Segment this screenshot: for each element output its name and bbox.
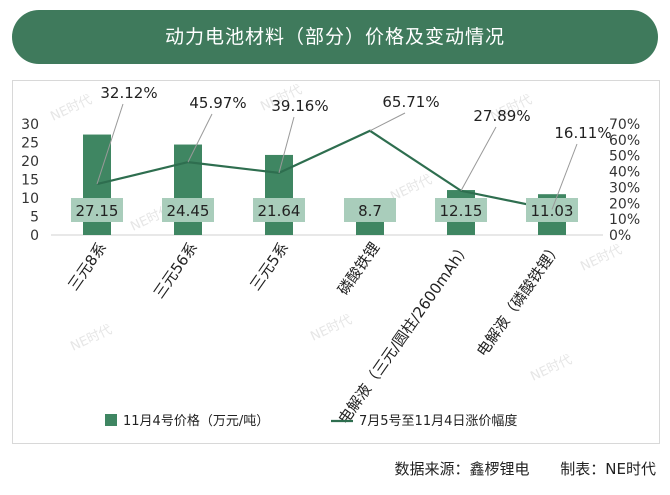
left-axis-tick-label: 30 [21, 117, 39, 133]
right-axis-tick-label: 0% [609, 228, 631, 244]
category-label: 三元8系 [64, 239, 110, 294]
line-series [96, 129, 553, 211]
legend-bar-swatch [105, 414, 117, 426]
watermark-text: NE时代 [578, 242, 624, 274]
right-axis-tick-label: 40% [609, 165, 640, 181]
watermark-text: NE时代 [48, 92, 94, 124]
right-axis-tick-label: 10% [609, 212, 640, 228]
left-axis-tick-label: 0 [30, 228, 39, 244]
bar-value-label: 24.45 [167, 202, 210, 220]
watermark-text: NE时代 [308, 312, 354, 344]
chart-title: 动力电池材料（部分）价格及变动情况 [164, 26, 505, 48]
leader-line [96, 103, 124, 185]
table-maker: 制表：NE时代 [560, 460, 656, 478]
bar-value-label-box [162, 198, 214, 222]
bar-value-label-box [253, 198, 305, 222]
line-value-label: 45.97% [189, 94, 246, 112]
left-axis-tick-label: 25 [21, 136, 39, 152]
left-axis-tick-label: 20 [21, 154, 39, 170]
right-axis-tick-label: 30% [609, 180, 640, 196]
watermark-text: NE时代 [528, 352, 574, 384]
right-axis-tick-label: 50% [609, 149, 640, 165]
bar-value-label: 8.7 [358, 202, 382, 220]
footer: 数据来源：鑫椤锂电 制表：NE时代 [0, 458, 657, 479]
watermark-text: NE时代 [68, 322, 114, 354]
bar-value-label-box [435, 198, 487, 222]
data-source: 数据来源：鑫椤锂电 [394, 460, 530, 478]
leader-line [551, 143, 578, 210]
right-axis-tick-label: 20% [609, 196, 640, 212]
bar-value-label: 27.15 [76, 202, 119, 220]
line-value-label: 65.71% [382, 93, 439, 111]
leader-line [369, 112, 406, 132]
legend-bar-label: 11月4号价格（万元/吨） [123, 413, 269, 429]
line-value-label: 39.16% [271, 97, 328, 115]
bar-value-label: 12.15 [440, 202, 483, 220]
line-value-label: 27.89% [473, 107, 530, 125]
category-label: 磷酸铁锂 [334, 239, 383, 298]
category-label: 三元56系 [150, 239, 202, 302]
right-axis-tick-label: 70% [609, 117, 640, 133]
title-banner: 动力电池材料（部分）价格及变动情况 [12, 10, 658, 64]
category-label: 电解液（磷酸铁锂） [473, 239, 565, 360]
left-axis-tick-label: 10 [21, 191, 39, 207]
bar-value-label-box [526, 198, 578, 222]
line-value-label: 16.11% [554, 124, 611, 142]
bar-value-label: 11.03 [531, 202, 574, 220]
right-axis-tick-label: 60% [609, 133, 640, 149]
chart-panel: NE时代 NE时代 NE时代 NE时代 NE时代 NE时代 NE时代 NE时代 NE时代 0 5 10… [12, 80, 660, 444]
left-axis-tick-label: 5 [30, 210, 39, 226]
leader-line [460, 126, 497, 192]
left-axis-tick-label: 15 [21, 173, 39, 189]
bar-value-label-box [344, 198, 396, 222]
bar-value-label: 21.64 [258, 202, 301, 220]
bar-value-label-box [71, 198, 123, 222]
leader-line [187, 113, 213, 163]
line-value-label: 32.12% [100, 84, 157, 102]
legend-line-label: 7月5号至11月4日涨价幅度 [359, 413, 517, 429]
category-label: 三元5系 [246, 239, 292, 294]
leader-line [278, 116, 295, 174]
bar [265, 154, 293, 235]
